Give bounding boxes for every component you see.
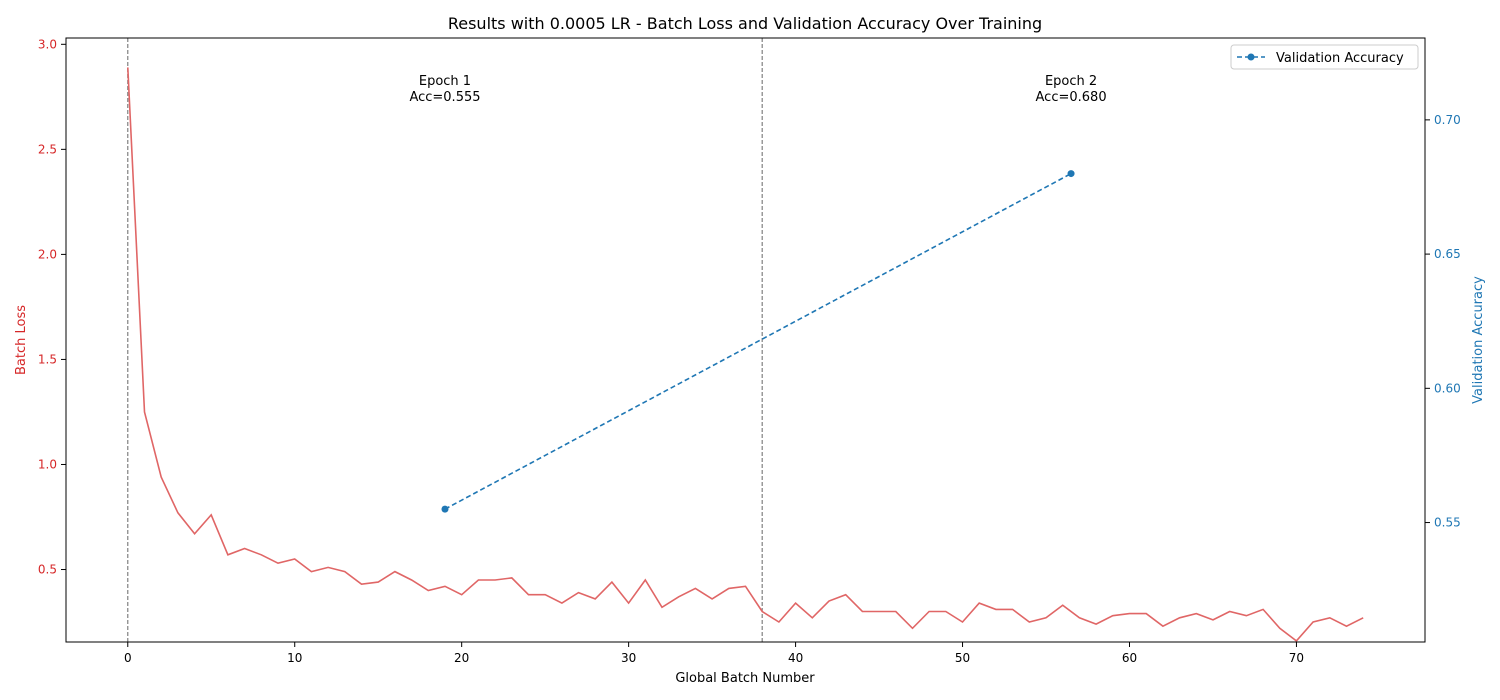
x-axis-label: Global Batch Number <box>675 671 815 686</box>
y-left-tick-label: 0.5 <box>38 563 57 577</box>
epoch-annotation-label: Epoch 1 <box>419 74 471 89</box>
x-tick-label: 30 <box>621 651 636 665</box>
validation-accuracy-point <box>1067 170 1075 178</box>
y-left-tick-label: 1.0 <box>38 457 57 471</box>
legend: Validation Accuracy <box>1230 44 1419 70</box>
x-tick-label: 40 <box>788 651 803 665</box>
y-left-tick-label: 2.0 <box>38 247 57 261</box>
y-axis-right-label: Validation Accuracy <box>1471 276 1486 404</box>
x-tick-label: 20 <box>454 651 469 665</box>
chart-title: Results with 0.0005 LR - Batch Loss and … <box>448 14 1042 33</box>
validation-accuracy-point <box>441 505 449 513</box>
plot-area <box>127 38 1364 642</box>
y-right-tick-label: 0.70 <box>1434 113 1461 127</box>
epoch-annotation-accuracy: Acc=0.680 <box>1036 90 1107 105</box>
y-left-tick-label: 3.0 <box>38 37 57 51</box>
legend-accuracy-label: Validation Accuracy <box>1276 51 1404 66</box>
x-tick-label: 10 <box>287 651 302 665</box>
batch-loss-line <box>127 67 1364 642</box>
y-right-tick-label: 0.60 <box>1434 381 1461 395</box>
y-left-tick-label: 2.5 <box>38 142 57 156</box>
y-axis-right: 0.55 0.60 0.65 0.70 <box>1425 113 1461 530</box>
y-axis-left-label: Batch Loss <box>14 305 29 375</box>
y-axis-left: 0.5 1.0 1.5 2.0 2.5 3.0 <box>38 37 66 577</box>
x-tick-label: 60 <box>1122 651 1137 665</box>
x-tick-label: 50 <box>955 651 970 665</box>
y-right-tick-label: 0.55 <box>1434 516 1461 530</box>
x-axis: 0 10 20 30 40 50 60 70 <box>124 642 1304 665</box>
y-right-tick-label: 0.65 <box>1434 247 1461 261</box>
legend-accuracy-marker <box>1247 53 1255 61</box>
x-tick-label: 0 <box>124 651 132 665</box>
plot-frame <box>65 37 1426 643</box>
epoch-annotation-accuracy: Acc=0.555 <box>409 90 480 105</box>
validation-accuracy-line <box>444 172 1072 510</box>
legend-box <box>1230 44 1419 70</box>
y-left-tick-label: 1.5 <box>38 352 57 366</box>
epoch-annotation-label: Epoch 2 <box>1045 74 1097 89</box>
x-tick-label: 70 <box>1289 651 1304 665</box>
